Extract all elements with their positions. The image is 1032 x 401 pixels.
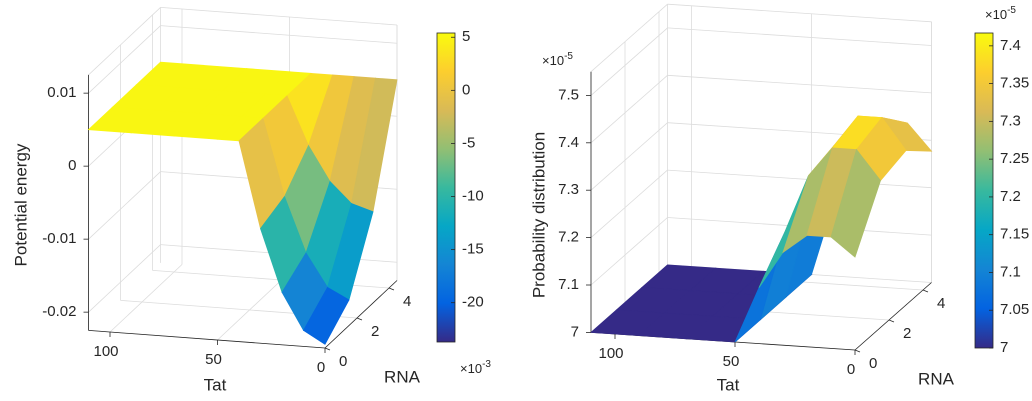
x-tick-label: 100 bbox=[598, 345, 623, 362]
x-axis-line bbox=[88, 330, 326, 349]
grid-line bbox=[590, 169, 668, 238]
grid-line bbox=[590, 122, 668, 191]
colorbar bbox=[436, 32, 456, 343]
colorbar-tick-label: -20 bbox=[462, 294, 484, 311]
z-tick-label: 7.5 bbox=[558, 86, 579, 103]
surface bbox=[87, 61, 398, 345]
exponent-base: ×10 bbox=[542, 53, 564, 68]
x-tick-label: 50 bbox=[205, 351, 222, 368]
grid-line bbox=[590, 27, 668, 96]
x-tick-label: 50 bbox=[723, 353, 740, 370]
colorbar-tick-label: 7.15 bbox=[1000, 226, 1029, 243]
y-tick-label: 4 bbox=[403, 293, 411, 310]
exponent-base: ×10 bbox=[460, 361, 482, 376]
grid-line bbox=[590, 217, 668, 286]
z-tick-label: 7.1 bbox=[558, 276, 579, 293]
grid-line bbox=[160, 25, 398, 44]
grid-line bbox=[88, 244, 161, 313]
z-tick-label: 0 bbox=[68, 157, 76, 174]
y-axis-line bbox=[324, 280, 398, 349]
colorbar-tick-label: 7.25 bbox=[1000, 150, 1029, 167]
exponent-power: -3 bbox=[482, 359, 491, 370]
colorbar-tick-label: -10 bbox=[462, 187, 484, 204]
x-tick-label: 0 bbox=[317, 359, 325, 376]
x-tick-label: 100 bbox=[93, 343, 118, 360]
colorbar-tick-label: -5 bbox=[462, 134, 475, 151]
z-tick-label: 7 bbox=[571, 323, 579, 340]
grid-line bbox=[217, 272, 290, 341]
z-tick-label: 7.2 bbox=[558, 229, 579, 246]
y-tick-label: 0 bbox=[869, 355, 877, 372]
box-edge bbox=[160, 7, 398, 26]
z-axis-label: Probability distribution bbox=[529, 132, 548, 298]
y-axis-line bbox=[854, 282, 932, 351]
grid-line bbox=[590, 75, 668, 144]
y-tick bbox=[388, 287, 395, 291]
x-tick-label: 0 bbox=[847, 361, 855, 378]
surface-patch bbox=[302, 286, 350, 345]
grid-line bbox=[667, 74, 932, 94]
exponent-power: -5 bbox=[1007, 5, 1016, 16]
grid-line bbox=[667, 27, 932, 46]
colorbar-tick-label: -15 bbox=[462, 241, 484, 258]
colorbar-tick-label: 7.4 bbox=[1000, 37, 1021, 54]
colorbar-tick-label: 7.35 bbox=[1000, 75, 1029, 92]
grid-line bbox=[88, 171, 161, 240]
colorbar-tick-label: 7.3 bbox=[1000, 112, 1021, 129]
y-tick bbox=[888, 319, 895, 323]
y-tick bbox=[854, 349, 861, 353]
surface bbox=[590, 115, 933, 343]
colorbar-tick-label: 7.1 bbox=[1000, 263, 1021, 280]
y-tick bbox=[356, 317, 363, 321]
z-tick-label: -0.02 bbox=[42, 303, 76, 320]
box-edge bbox=[590, 3, 668, 72]
x-axis-label: Tat bbox=[204, 375, 227, 394]
box-edge bbox=[88, 7, 161, 76]
exponent-label: ×10-5 bbox=[985, 5, 1016, 23]
z-axis-label: Potential energy bbox=[11, 143, 30, 266]
colorbar-tick-label: 7.2 bbox=[1000, 188, 1021, 205]
grid-line bbox=[88, 25, 161, 94]
grid-line bbox=[667, 169, 932, 189]
y-axis-label: RNA bbox=[918, 369, 955, 388]
exponent-power: -5 bbox=[564, 51, 573, 62]
z-tick-label: 0.01 bbox=[47, 84, 76, 101]
y-tick-label: 4 bbox=[937, 295, 945, 312]
x-axis-label: Tat bbox=[717, 375, 740, 394]
colorbar-tick-label: 5 bbox=[462, 28, 470, 45]
grid-line bbox=[109, 264, 183, 333]
colorbar-tick-label: 0 bbox=[462, 81, 470, 98]
y-tick-label: 2 bbox=[903, 325, 911, 342]
y-tick-label: 2 bbox=[371, 323, 379, 340]
box-edge bbox=[667, 3, 932, 23]
colorbar-tick-label: 7 bbox=[1000, 339, 1008, 356]
exponent-base: ×10 bbox=[985, 7, 1007, 22]
surface-patch bbox=[830, 148, 881, 258]
z-tick-label: 7.4 bbox=[558, 134, 579, 151]
z-tick-label: 7.3 bbox=[558, 181, 579, 198]
y-tick bbox=[922, 289, 929, 293]
exponent-label: ×10-5 bbox=[542, 51, 573, 69]
colorbar-tick-label: 7.05 bbox=[1000, 301, 1029, 318]
z-tick-label: -0.01 bbox=[42, 230, 76, 247]
y-axis-label: RNA bbox=[384, 367, 421, 386]
exponent-label: ×10-3 bbox=[460, 359, 491, 377]
colorbar bbox=[974, 32, 994, 349]
y-tick bbox=[324, 347, 331, 351]
y-tick-label: 0 bbox=[339, 353, 347, 370]
